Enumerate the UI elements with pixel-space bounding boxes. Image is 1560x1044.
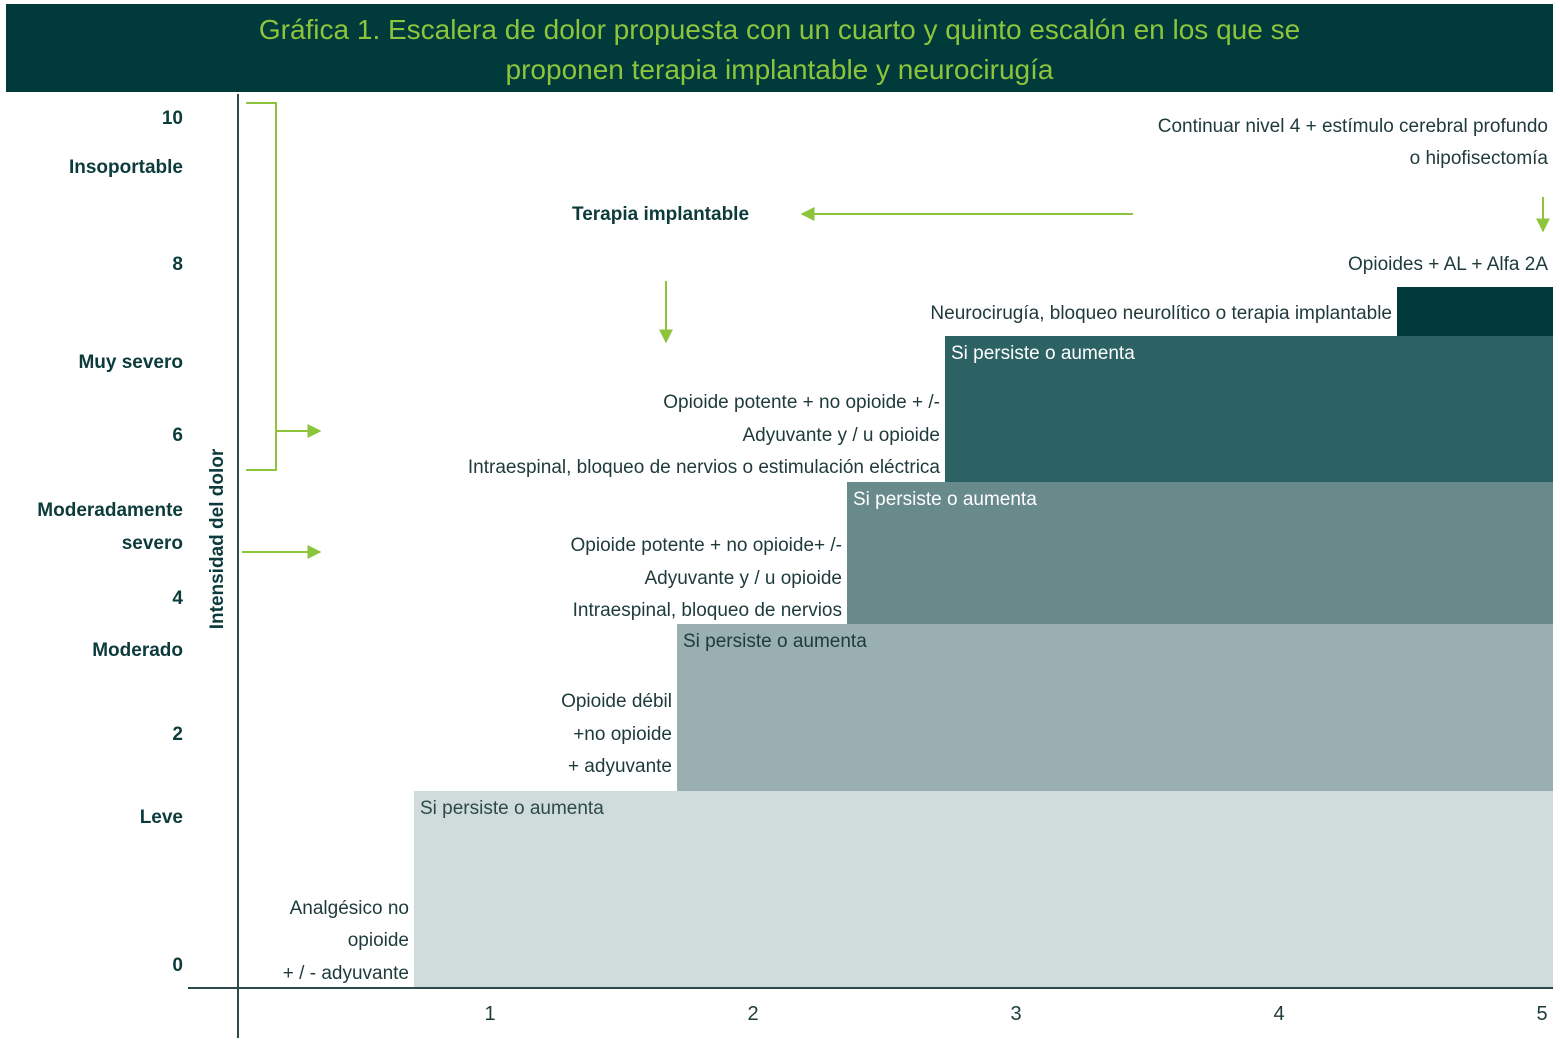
x-label-5: 5 bbox=[1536, 1003, 1548, 1025]
step-2-text-line-1: Opioide débil bbox=[561, 691, 672, 712]
step-3-text-line-3: Intraespinal, bloqueo de nervios bbox=[572, 600, 842, 621]
y-label-leve: Leve bbox=[139, 807, 183, 828]
y-label-0: 0 bbox=[172, 955, 183, 976]
step-3-text-line-1: Opioide potente + no opioide+ /- bbox=[570, 535, 842, 556]
step-5-text: Neurocirugía, bloqueo neurolítico o tera… bbox=[930, 303, 1392, 324]
y-label-moderado: Moderado bbox=[92, 640, 183, 661]
step-3-note: Si persiste o aumenta bbox=[853, 489, 1037, 510]
step-2-text-line-3: + adyuvante bbox=[567, 756, 672, 777]
y-label-4: 4 bbox=[172, 588, 183, 609]
y-label-2: 2 bbox=[172, 724, 183, 745]
y-label-muy-severo: Muy severo bbox=[78, 352, 183, 373]
step-1-text-line-3: + / - adyuvante bbox=[282, 963, 409, 984]
step-4-text-line-1: Opioide potente + no opioide + /- bbox=[663, 392, 940, 413]
step-2-note: Si persiste o aumenta bbox=[683, 631, 867, 652]
step-4-block bbox=[945, 336, 1553, 482]
y-label-moderadamente: Moderadamente bbox=[37, 500, 183, 521]
chart-title-line-1: Gráfica 1. Escalera de dolor propuesta c… bbox=[258, 14, 1301, 45]
y-label-10: 10 bbox=[161, 108, 183, 129]
step-1-text-line-2: opioide bbox=[347, 930, 409, 951]
x-label-4: 4 bbox=[1273, 1003, 1285, 1025]
step-2-text-line-2: +no opioide bbox=[573, 724, 672, 745]
step-4-text-line-2: Adyuvante y / u opioide bbox=[742, 425, 940, 446]
y-label-insoportable: Insoportable bbox=[68, 157, 183, 178]
step-4-note: Si persiste o aumenta bbox=[951, 343, 1135, 364]
top-right-line-2: o hipofisectomía bbox=[1409, 148, 1548, 169]
step-4-text-line-3: Intraespinal, bloqueo de nervios o estim… bbox=[467, 457, 940, 478]
y-label-8: 8 bbox=[172, 254, 183, 275]
chart-title-line-2: proponen terapia implantable y neurociru… bbox=[505, 54, 1054, 85]
chart-header: Gráfica 1. Escalera de dolor propuesta c… bbox=[6, 4, 1553, 92]
step-1-note: Si persiste o aumenta bbox=[420, 798, 604, 819]
step-3-text-line-2: Adyuvante y / u opioide bbox=[644, 568, 842, 589]
opioides-label: Opioides + AL + Alfa 2A bbox=[1348, 254, 1548, 275]
step-1-block bbox=[414, 791, 1553, 988]
y-label-6: 6 bbox=[172, 425, 183, 446]
top-right-line-1: Continuar nivel 4 + estímulo cerebral pr… bbox=[1157, 116, 1548, 137]
x-label-2: 2 bbox=[747, 1003, 759, 1025]
step-3-block bbox=[847, 482, 1553, 624]
step-5-block bbox=[1397, 287, 1553, 336]
x-label-1: 1 bbox=[484, 1003, 496, 1025]
step-1-text-line-1: Analgésico no bbox=[289, 898, 409, 919]
x-label-3: 3 bbox=[1010, 1003, 1022, 1025]
step-2-block bbox=[677, 624, 1553, 791]
severity-bracket bbox=[246, 102, 277, 471]
implant-therapy-label: Terapia implantable bbox=[572, 204, 750, 225]
y-label-severo: severo bbox=[121, 533, 183, 554]
